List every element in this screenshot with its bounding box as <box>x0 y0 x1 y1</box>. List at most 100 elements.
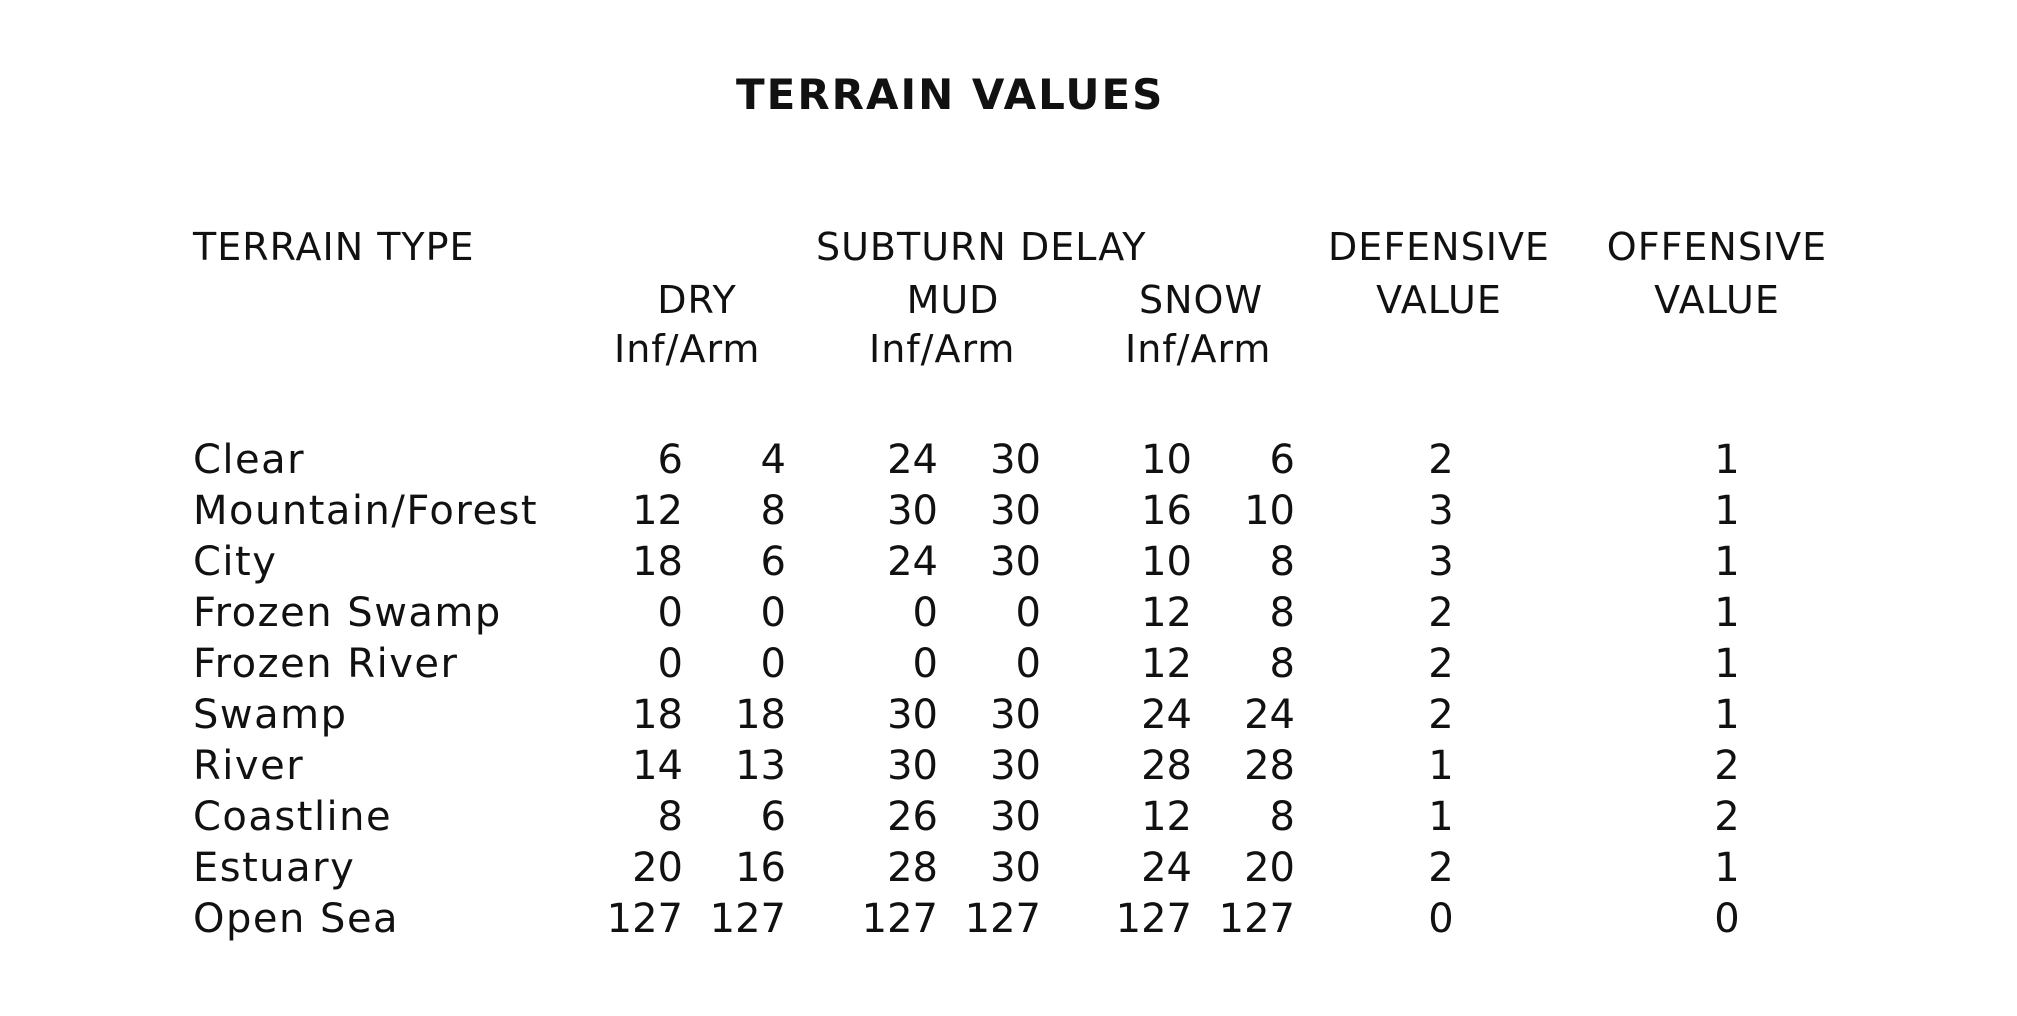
cell-mud-inf: 0 <box>912 590 938 636</box>
cell-offensive-value: 1 <box>1714 641 1740 687</box>
terrain-name: River <box>193 743 305 789</box>
cell-defensive-value: 1 <box>1428 794 1454 840</box>
cell-snow-arm: 20 <box>1244 845 1295 891</box>
cell-dry-inf: 127 <box>606 896 683 942</box>
cell-dry-arm: 0 <box>760 590 786 636</box>
cell-defensive-value: 2 <box>1428 692 1454 738</box>
header-dry-inf-arm: Inf/Arm <box>614 327 761 371</box>
header-offensive-line1: OFFENSIVE <box>1606 225 1828 269</box>
terrain-name: Coastline <box>193 794 393 840</box>
header-terrain-type: TERRAIN TYPE <box>193 225 475 269</box>
header-defensive-line2: VALUE <box>1376 278 1502 322</box>
cell-mud-arm: 30 <box>990 743 1041 789</box>
terrain-name: Mountain/Forest <box>193 488 539 534</box>
cell-mud-inf: 30 <box>887 743 938 789</box>
cell-mud-arm: 30 <box>990 794 1041 840</box>
header-offensive-line2: VALUE <box>1654 278 1780 322</box>
cell-dry-arm: 8 <box>760 488 786 534</box>
cell-snow-inf: 10 <box>1141 539 1192 585</box>
cell-mud-inf: 30 <box>887 488 938 534</box>
cell-mud-arm: 30 <box>990 488 1041 534</box>
cell-defensive-value: 1 <box>1428 743 1454 789</box>
cell-snow-inf: 12 <box>1141 641 1192 687</box>
cell-defensive-value: 0 <box>1428 896 1454 942</box>
cell-snow-arm: 28 <box>1244 743 1295 789</box>
cell-snow-arm: 8 <box>1269 641 1295 687</box>
cell-snow-inf: 127 <box>1115 896 1192 942</box>
terrain-name: Swamp <box>193 692 348 738</box>
cell-offensive-value: 1 <box>1714 488 1740 534</box>
cell-defensive-value: 2 <box>1428 590 1454 636</box>
cell-snow-inf: 16 <box>1141 488 1192 534</box>
terrain-name: Open Sea <box>193 896 400 942</box>
cell-dry-arm: 4 <box>760 437 786 483</box>
cell-snow-arm: 6 <box>1269 437 1295 483</box>
cell-defensive-value: 3 <box>1428 539 1454 585</box>
terrain-name: Frozen Swamp <box>193 590 502 636</box>
header-defensive-line1: DEFENSIVE <box>1328 225 1550 269</box>
terrain-name: Estuary <box>193 845 356 891</box>
cell-dry-inf: 18 <box>632 539 683 585</box>
cell-snow-inf: 24 <box>1141 845 1192 891</box>
terrain-name: Frozen River <box>193 641 459 687</box>
cell-snow-arm: 8 <box>1269 590 1295 636</box>
cell-defensive-value: 3 <box>1428 488 1454 534</box>
cell-snow-arm: 8 <box>1269 794 1295 840</box>
cell-snow-inf: 12 <box>1141 590 1192 636</box>
cell-offensive-value: 2 <box>1714 794 1740 840</box>
cell-offensive-value: 0 <box>1714 896 1740 942</box>
cell-mud-inf: 24 <box>887 437 938 483</box>
cell-mud-arm: 30 <box>990 437 1041 483</box>
cell-mud-inf: 28 <box>887 845 938 891</box>
cell-dry-arm: 6 <box>760 794 786 840</box>
cell-defensive-value: 2 <box>1428 641 1454 687</box>
cell-mud-arm: 0 <box>1015 590 1041 636</box>
header-subturn-delay: SUBTURN DELAY <box>816 225 1147 269</box>
cell-mud-arm: 30 <box>990 539 1041 585</box>
cell-mud-arm: 0 <box>1015 641 1041 687</box>
cell-snow-arm: 10 <box>1244 488 1295 534</box>
header-snow: SNOW <box>1138 278 1264 322</box>
header-dry: DRY <box>657 278 737 322</box>
cell-snow-arm: 24 <box>1244 692 1295 738</box>
cell-mud-arm: 127 <box>964 896 1041 942</box>
cell-dry-inf: 6 <box>657 437 683 483</box>
cell-dry-arm: 18 <box>735 692 786 738</box>
cell-defensive-value: 2 <box>1428 437 1454 483</box>
cell-dry-inf: 20 <box>632 845 683 891</box>
cell-dry-arm: 6 <box>760 539 786 585</box>
cell-mud-inf: 26 <box>887 794 938 840</box>
cell-snow-inf: 10 <box>1141 437 1192 483</box>
cell-snow-arm: 127 <box>1218 896 1295 942</box>
terrain-name: Clear <box>193 437 306 483</box>
cell-mud-arm: 30 <box>990 845 1041 891</box>
cell-dry-inf: 14 <box>632 743 683 789</box>
cell-snow-inf: 28 <box>1141 743 1192 789</box>
cell-mud-arm: 30 <box>990 692 1041 738</box>
cell-offensive-value: 1 <box>1714 845 1740 891</box>
cell-dry-arm: 127 <box>709 896 786 942</box>
cell-snow-inf: 24 <box>1141 692 1192 738</box>
cell-offensive-value: 1 <box>1714 437 1740 483</box>
page-title: TERRAIN VALUES <box>736 70 1165 119</box>
cell-mud-inf: 24 <box>887 539 938 585</box>
terrain-name: City <box>193 539 278 585</box>
cell-defensive-value: 2 <box>1428 845 1454 891</box>
cell-dry-inf: 0 <box>657 590 683 636</box>
cell-snow-arm: 8 <box>1269 539 1295 585</box>
cell-offensive-value: 1 <box>1714 590 1740 636</box>
cell-mud-inf: 30 <box>887 692 938 738</box>
header-mud: MUD <box>906 278 1000 322</box>
cell-dry-arm: 13 <box>735 743 786 789</box>
cell-snow-inf: 12 <box>1141 794 1192 840</box>
cell-dry-inf: 18 <box>632 692 683 738</box>
cell-mud-inf: 0 <box>912 641 938 687</box>
cell-offensive-value: 2 <box>1714 743 1740 789</box>
cell-dry-inf: 8 <box>657 794 683 840</box>
header-mud-inf-arm: Inf/Arm <box>869 327 1016 371</box>
header-snow-inf-arm: Inf/Arm <box>1125 327 1272 371</box>
cell-offensive-value: 1 <box>1714 539 1740 585</box>
cell-dry-inf: 12 <box>632 488 683 534</box>
cell-dry-inf: 0 <box>657 641 683 687</box>
